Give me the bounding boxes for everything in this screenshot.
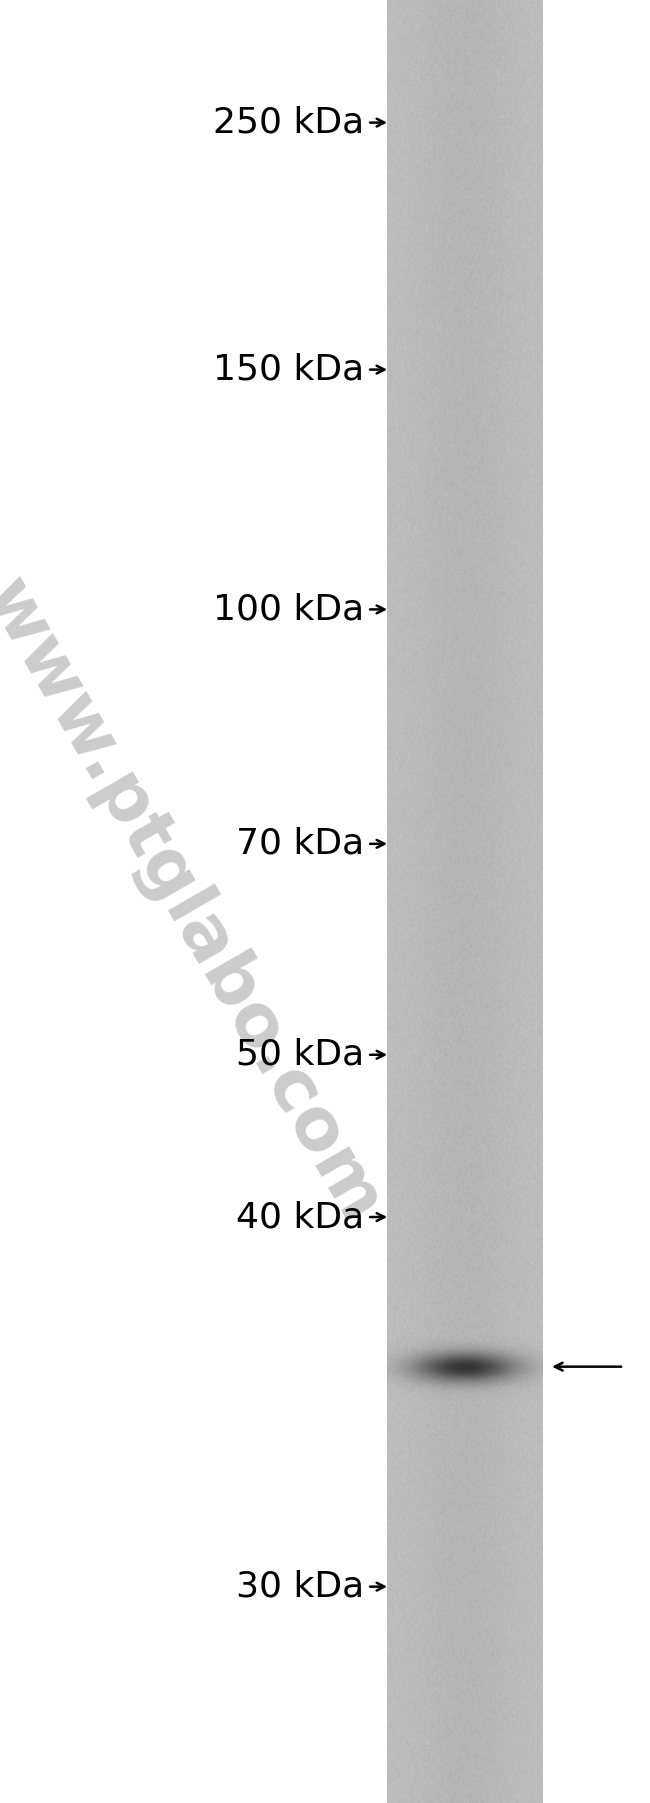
Text: 100 kDa: 100 kDa bbox=[213, 593, 364, 626]
Text: 70 kDa: 70 kDa bbox=[236, 828, 364, 860]
Text: www.ptglabo.com: www.ptglabo.com bbox=[0, 568, 395, 1235]
Text: 150 kDa: 150 kDa bbox=[213, 353, 364, 386]
Text: 40 kDa: 40 kDa bbox=[236, 1201, 364, 1233]
Text: 30 kDa: 30 kDa bbox=[236, 1570, 364, 1603]
Text: 50 kDa: 50 kDa bbox=[236, 1039, 364, 1071]
Text: 250 kDa: 250 kDa bbox=[213, 106, 364, 139]
